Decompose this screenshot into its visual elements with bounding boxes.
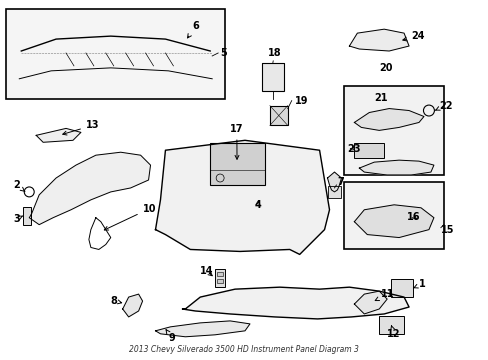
Bar xyxy=(23,207,31,225)
Text: 7: 7 xyxy=(337,177,344,187)
Text: 1: 1 xyxy=(413,279,425,289)
Bar xyxy=(269,105,287,125)
Polygon shape xyxy=(29,152,150,225)
Polygon shape xyxy=(354,205,433,238)
Text: 2013 Chevy Silverado 3500 HD Instrument Panel Diagram 3: 2013 Chevy Silverado 3500 HD Instrument … xyxy=(129,345,358,354)
Polygon shape xyxy=(349,29,408,51)
Polygon shape xyxy=(354,109,423,130)
Text: 11: 11 xyxy=(374,289,394,301)
Bar xyxy=(217,272,223,276)
Text: 8: 8 xyxy=(111,296,122,306)
Text: 14: 14 xyxy=(200,266,213,276)
Text: 3: 3 xyxy=(13,214,23,224)
Bar xyxy=(262,63,283,91)
Bar xyxy=(379,316,403,334)
Polygon shape xyxy=(327,172,341,192)
Text: 4: 4 xyxy=(254,200,261,210)
Bar xyxy=(327,186,341,198)
Bar xyxy=(217,279,223,283)
Polygon shape xyxy=(354,291,386,314)
Text: 17: 17 xyxy=(230,124,243,159)
Bar xyxy=(6,9,224,99)
Polygon shape xyxy=(155,321,249,337)
Bar xyxy=(390,279,412,297)
Polygon shape xyxy=(182,287,408,319)
Text: 10: 10 xyxy=(104,204,156,230)
Text: 2: 2 xyxy=(13,180,25,192)
Polygon shape xyxy=(36,129,81,142)
Text: 13: 13 xyxy=(62,120,99,135)
Text: 12: 12 xyxy=(386,326,400,339)
Polygon shape xyxy=(359,160,433,175)
Polygon shape xyxy=(155,140,329,255)
Bar xyxy=(344,182,443,249)
Text: 15: 15 xyxy=(440,225,453,235)
Text: 23: 23 xyxy=(346,144,360,154)
Text: 20: 20 xyxy=(379,63,392,73)
Bar xyxy=(354,143,384,158)
Text: 21: 21 xyxy=(373,93,387,103)
Polygon shape xyxy=(122,294,142,317)
Text: 24: 24 xyxy=(402,31,424,41)
Bar xyxy=(344,86,443,175)
Text: 18: 18 xyxy=(267,48,281,63)
Bar xyxy=(210,143,264,185)
Text: 6: 6 xyxy=(187,21,199,38)
Bar xyxy=(215,269,224,287)
Text: 22: 22 xyxy=(435,100,451,111)
Text: 16: 16 xyxy=(406,212,420,222)
Text: 19: 19 xyxy=(294,96,307,105)
Text: 5: 5 xyxy=(220,48,226,58)
Text: 9: 9 xyxy=(165,330,175,343)
